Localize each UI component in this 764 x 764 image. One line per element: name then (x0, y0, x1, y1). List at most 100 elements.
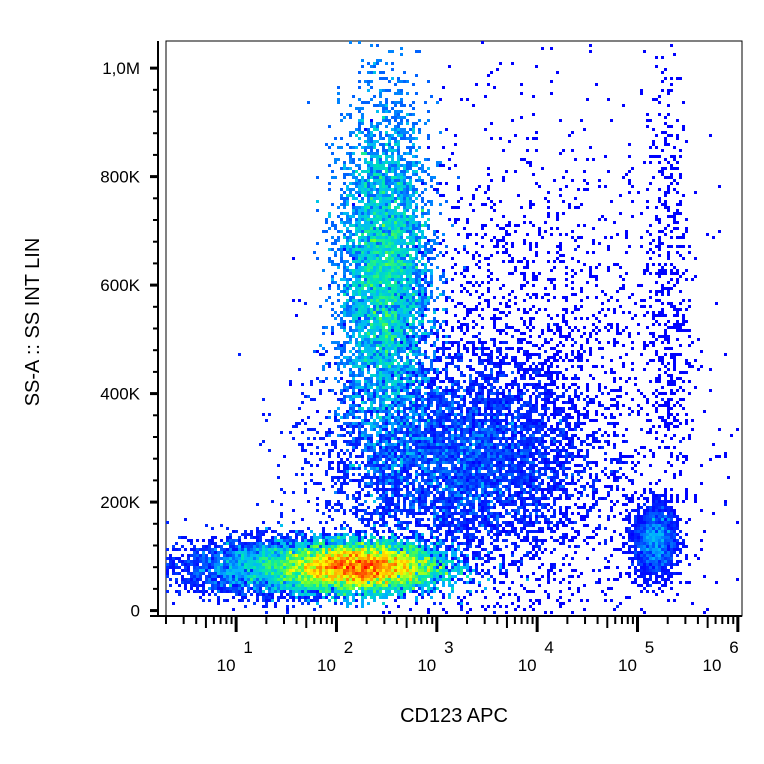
event-cell (694, 257, 697, 260)
event-cell (388, 362, 391, 365)
event-cell (646, 311, 649, 314)
event-cell (364, 254, 367, 257)
event-cell (391, 431, 394, 434)
event-cell (568, 206, 571, 209)
event-cell (595, 326, 598, 329)
event-cell (574, 422, 577, 425)
event-cell (571, 287, 574, 290)
event-cell (592, 431, 595, 434)
event-cell (364, 128, 367, 131)
event-cell (496, 431, 499, 434)
event-cell (385, 437, 388, 440)
event-cell (361, 299, 364, 302)
event-cell (388, 353, 391, 356)
event-cell (415, 356, 418, 359)
event-cell (484, 299, 487, 302)
event-cell (409, 206, 412, 209)
event-cell (679, 176, 682, 179)
event-cell (661, 398, 664, 401)
event-cell (412, 308, 415, 311)
event-cell (667, 407, 670, 410)
event-cell (343, 398, 346, 401)
event-cell (412, 332, 415, 335)
event-cell (592, 398, 595, 401)
event-cell (334, 263, 337, 266)
event-cell (547, 293, 550, 296)
event-cell (403, 254, 406, 257)
event-cell (499, 398, 502, 401)
event-cell (661, 311, 664, 314)
event-cell (517, 398, 520, 401)
event-cell (352, 272, 355, 275)
event-cell (394, 311, 397, 314)
event-cell (580, 428, 583, 431)
event-cell (610, 323, 613, 326)
event-cell (346, 341, 349, 344)
event-cell (538, 371, 541, 374)
event-cell (358, 287, 361, 290)
event-cell (520, 404, 523, 407)
event-cell (391, 146, 394, 149)
event-cell (535, 182, 538, 185)
event-cell (394, 245, 397, 248)
event-cell (352, 308, 355, 311)
event-cell (439, 434, 442, 437)
event-cell (694, 359, 697, 362)
event-cell (571, 149, 574, 152)
event-cell (406, 353, 409, 356)
event-cell (400, 320, 403, 323)
event-cell (355, 293, 358, 296)
event-cell (373, 383, 376, 386)
event-cell (295, 422, 298, 425)
event-cell (430, 326, 433, 329)
event-cell (325, 431, 328, 434)
event-cell (394, 110, 397, 113)
event-cell (466, 350, 469, 353)
event-cell (661, 293, 664, 296)
event-cell (295, 314, 298, 317)
event-cell (367, 176, 370, 179)
event-cell (412, 350, 415, 353)
event-cell (418, 293, 421, 296)
event-cell (376, 338, 379, 341)
event-cell (385, 176, 388, 179)
event-cell (349, 152, 352, 155)
event-cell (352, 290, 355, 293)
event-cell (421, 182, 424, 185)
event-cell (307, 428, 310, 431)
event-cell (640, 236, 643, 239)
event-cell (568, 326, 571, 329)
event-cell (331, 170, 334, 173)
event-cell (409, 398, 412, 401)
event-cell (379, 254, 382, 257)
event-cell (358, 143, 361, 146)
event-cell (463, 401, 466, 404)
event-cell (370, 383, 373, 386)
event-cell (466, 416, 469, 419)
event-cell (358, 182, 361, 185)
event-cell (472, 320, 475, 323)
event-cell (388, 239, 391, 242)
event-cell (391, 260, 394, 263)
event-cell (403, 203, 406, 206)
event-cell (376, 368, 379, 371)
event-cell (508, 404, 511, 407)
event-cell (376, 230, 379, 233)
event-cell (487, 197, 490, 200)
event-cell (433, 341, 436, 344)
event-cell (319, 380, 322, 383)
event-cell (562, 320, 565, 323)
event-cell (397, 419, 400, 422)
event-cell (457, 320, 460, 323)
event-cell (388, 278, 391, 281)
event-cell (529, 308, 532, 311)
event-cell (364, 350, 367, 353)
event-cell (331, 263, 334, 266)
event-cell (697, 368, 700, 371)
event-cell (382, 389, 385, 392)
event-cell (493, 338, 496, 341)
event-cell (502, 362, 505, 365)
event-cell (397, 218, 400, 221)
event-cell (382, 299, 385, 302)
event-cell (556, 410, 559, 413)
